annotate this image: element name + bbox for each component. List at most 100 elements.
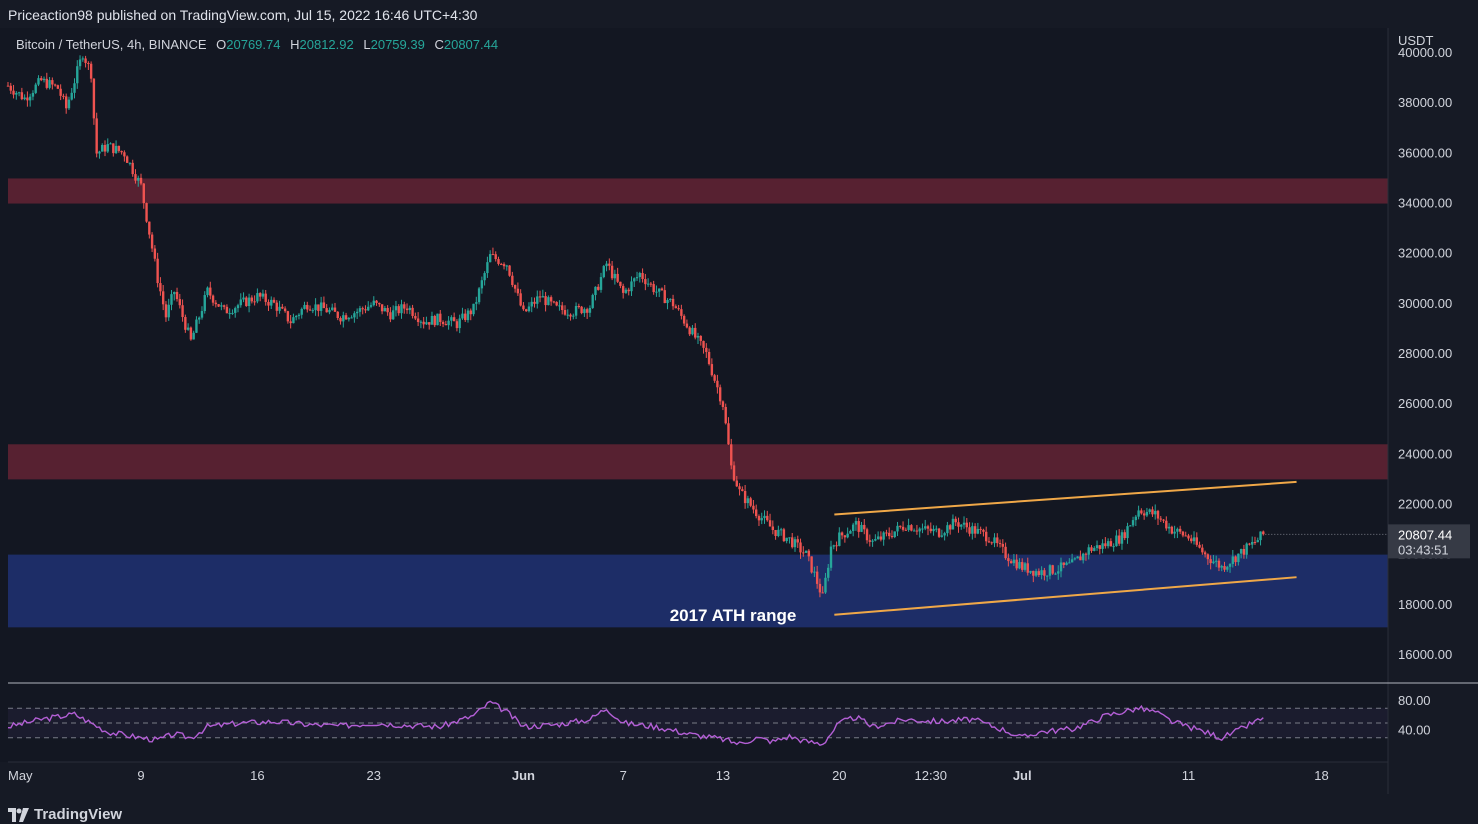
candle-body-190 [533,301,536,304]
candle-body-447 [1245,543,1248,555]
candle-body-308 [860,524,863,532]
x-tick-label: Jun [512,768,535,783]
candle-body-233 [652,284,655,293]
candle-body-229 [641,273,644,280]
candle-body-338 [943,533,946,536]
candle-body-368 [1026,563,1029,573]
candle-body-362 [1009,561,1013,564]
candle-body-306 [854,521,858,525]
candle-body-401 [1118,535,1121,544]
candle-body-329 [918,528,921,532]
candle-body-254 [710,364,714,376]
candle-body-56 [161,291,165,305]
candle-body-207 [580,306,583,314]
candle-body-112 [317,304,320,311]
candle-body-50 [145,203,148,222]
zone-2 [8,554,1388,628]
candle-body-119 [336,311,339,319]
candle-body-218 [610,265,614,279]
x-tick-label: 11 [1182,768,1196,783]
candle-body-126 [355,311,359,314]
candle-body-147 [414,315,417,319]
candle-body-278 [777,529,780,537]
candle-body-124 [350,317,353,319]
channel-upper-line [834,480,1297,516]
candle-body-180 [505,265,508,267]
candle-body-100 [283,308,287,312]
last-price-box [1388,524,1470,559]
candle-body-1 [9,85,12,91]
price-axis-unit: USDT [1398,33,1433,48]
y-tick-label: 30000.00 [1398,296,1452,311]
y-tick-label: 28000.00 [1398,346,1452,361]
candle-body-339 [946,525,949,534]
candle-body-120 [339,318,342,322]
candle-body-182 [511,275,514,286]
candle-body-388 [1081,553,1085,561]
high-value: 20812.92 [299,37,354,52]
candle-body-117 [331,307,334,310]
candle-body-121 [342,315,345,322]
symbol-label[interactable]: Bitcoin / TetherUS, 4h, BINANCE [16,37,207,52]
candle-body-179 [502,264,506,267]
candle-body-101 [286,311,290,322]
candle-body-62 [178,299,182,306]
candle-body-88 [250,297,254,302]
candle-body-102 [289,321,292,324]
zones-layer [8,178,1388,628]
candle-body-287 [802,552,805,554]
candle-body-139 [391,310,395,320]
candle-body-327 [912,530,916,532]
candle-body-18 [56,85,60,89]
candle-body-154 [433,315,436,326]
candle-body-242 [677,308,680,310]
candle-body-21 [64,96,68,109]
candle-body-0 [6,85,10,87]
candle-body-16 [51,80,54,85]
candle-body-227 [635,277,639,279]
x-tick-label: 12:30 [914,768,947,783]
candle-body-114 [322,302,326,309]
candle-body-352 [982,529,985,532]
candle-body-45 [131,162,134,175]
candle-body-80 [228,313,231,315]
candle-body-211 [591,295,594,308]
candle-body-30 [89,63,93,79]
candle-body-122 [344,315,348,320]
candle-body-323 [901,526,905,530]
candle-body-42 [123,152,126,157]
candle-body-333 [929,528,932,532]
x-tick-label: 9 [137,768,144,783]
candle-body-231 [646,283,650,285]
candle-body-239 [669,298,672,301]
candle-body-152 [428,322,431,325]
candle-body-25 [76,66,79,84]
candle-body-375 [1045,575,1049,577]
candle-body-384 [1070,559,1074,563]
last-price-label: 20807.44 [1398,527,1452,542]
tradingview-logo[interactable]: TradingView [8,806,122,823]
candle-body-400 [1115,535,1118,547]
candle-body-162 [455,321,459,329]
candle-body-104 [294,315,298,318]
candle-body-350 [976,528,980,534]
candle-body-409 [1140,510,1143,514]
candle-body-87 [247,297,251,307]
candle-body-33 [98,151,101,154]
candle-body-177 [497,259,500,264]
x-tick-label: 7 [620,768,627,783]
candle-body-264 [738,486,741,490]
candle-body-383 [1068,562,1071,564]
candle-body-432 [1203,552,1207,555]
candle-body-301 [840,532,844,536]
candle-body-423 [1178,528,1182,532]
y-tick-label: 18000.00 [1398,597,1452,612]
candle-body-284 [793,539,797,548]
candle-body-95 [270,299,273,306]
candle-body-346 [965,522,968,528]
candle-body-419 [1167,526,1171,529]
x-tick-label: 13 [716,768,730,783]
candle-body-228 [638,273,642,278]
candle-body-128 [361,308,364,310]
